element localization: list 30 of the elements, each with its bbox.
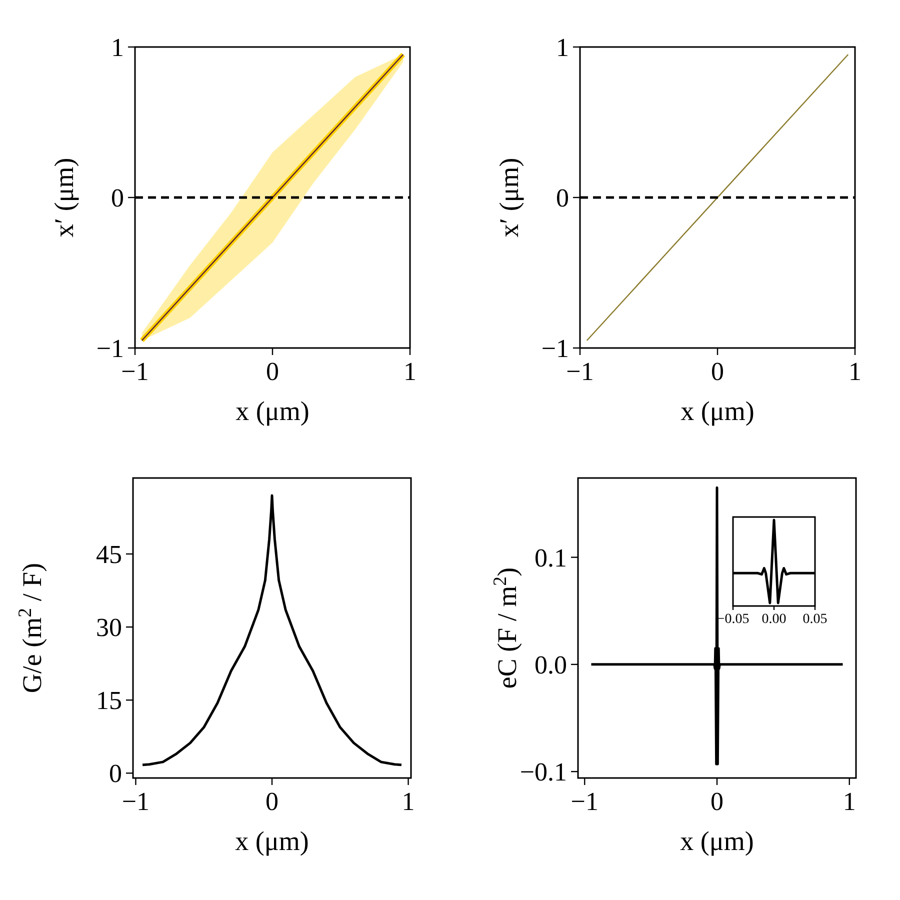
- x-tick-label: −0.05: [716, 612, 750, 627]
- y-tick-label: 1: [111, 33, 124, 62]
- x-axis-title: x (μm): [235, 826, 309, 856]
- y-axis-title: x′ (μm): [494, 158, 524, 238]
- y-tick-label: 45: [96, 540, 122, 570]
- x-axis-title: x (μm): [680, 826, 754, 856]
- y-axis-title: x′ (μm): [49, 158, 79, 238]
- x-tick-label: 1: [402, 787, 415, 816]
- x-tick-label: 0: [266, 357, 279, 386]
- x-axis-title: x (μm): [236, 396, 310, 426]
- x-axis-title: x (μm): [680, 396, 754, 426]
- x-tick-label: 1: [848, 357, 862, 386]
- y-tick-label: −0.1: [520, 758, 567, 787]
- y-tick-label: 0.0: [534, 650, 567, 680]
- x-tick-label: 0: [711, 357, 724, 386]
- x-tick-label: 1: [404, 357, 416, 386]
- x-tick-label: 0: [710, 787, 724, 816]
- y-tick-label: −1: [541, 334, 569, 364]
- y-tick-label: 1: [556, 33, 569, 62]
- x-tick-label: 1: [842, 787, 856, 816]
- y-tick-label: 0.1: [534, 543, 567, 572]
- y-tick-label: 0: [111, 184, 124, 213]
- y-tick-label: 0: [556, 184, 569, 213]
- x-tick-label: 0: [266, 787, 278, 816]
- y-tick-label: 15: [96, 686, 122, 716]
- y-tick-label: 30: [96, 613, 122, 642]
- y-tick-label: −1: [96, 334, 124, 364]
- x-tick-label: 0.05: [802, 612, 828, 627]
- x-tick-label: 0.00: [762, 612, 786, 627]
- y-tick-label: 0: [109, 759, 122, 788]
